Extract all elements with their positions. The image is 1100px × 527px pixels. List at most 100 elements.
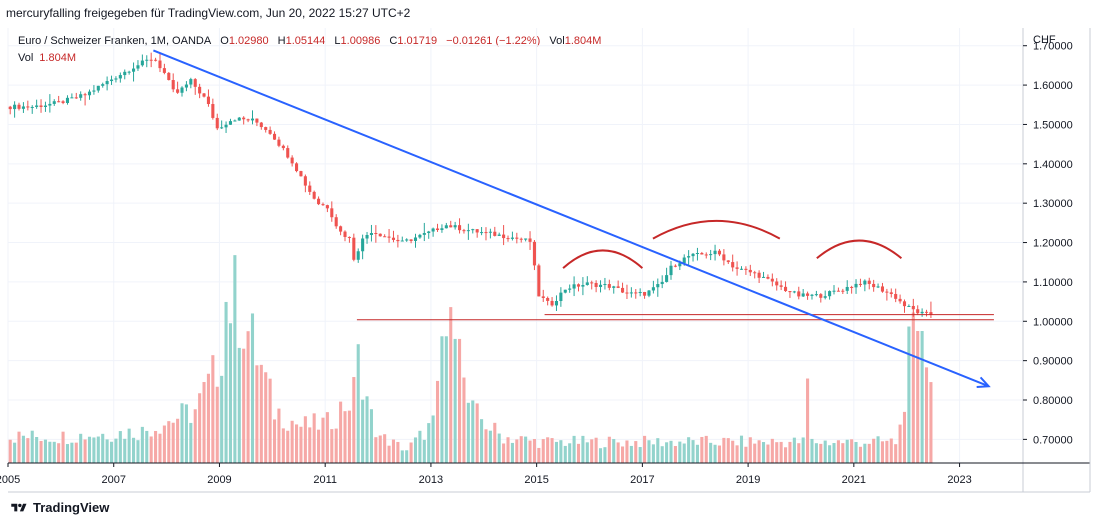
volume-bar bbox=[13, 442, 17, 463]
volume-bar bbox=[568, 443, 572, 463]
candle-body bbox=[682, 257, 686, 264]
candle-body bbox=[83, 94, 87, 96]
time-tick-label: 2015 bbox=[524, 474, 548, 486]
price-tick-label: 1.20000 bbox=[1033, 238, 1073, 250]
close-label: C bbox=[389, 35, 398, 47]
volume-bar bbox=[101, 433, 105, 463]
share-header: mercuryfalling freigegeben für TradingVi… bbox=[6, 6, 411, 20]
candle-body bbox=[79, 94, 83, 98]
volume-bar bbox=[810, 438, 814, 463]
candle-body bbox=[215, 117, 219, 129]
candle-body bbox=[532, 241, 536, 266]
candle-body bbox=[770, 278, 774, 282]
trendline bbox=[153, 49, 990, 388]
change-value: −0.01261 (−1.22%) bbox=[446, 35, 541, 47]
candle-body bbox=[726, 260, 730, 263]
volume-bar bbox=[867, 443, 871, 463]
volume-bar bbox=[17, 431, 21, 463]
volume-bar bbox=[74, 442, 78, 463]
candle-body bbox=[140, 60, 144, 66]
candle-body bbox=[872, 283, 876, 288]
candle-body bbox=[497, 234, 501, 236]
candle-body bbox=[757, 272, 761, 278]
candle-body bbox=[242, 117, 246, 120]
time-tick-label: 2019 bbox=[736, 474, 760, 486]
candle-body bbox=[92, 90, 96, 92]
volume-bar bbox=[206, 373, 210, 463]
volume-bar bbox=[339, 401, 343, 463]
candle-body bbox=[515, 237, 519, 239]
volume-bar bbox=[145, 430, 149, 463]
volume-bar bbox=[189, 422, 193, 463]
candle-body bbox=[61, 101, 65, 104]
candle-body bbox=[524, 238, 528, 240]
candle-body bbox=[788, 291, 792, 293]
volume-bar bbox=[431, 415, 435, 463]
candle-body bbox=[250, 118, 255, 121]
tradingview-footer[interactable]: TradingView bbox=[10, 500, 109, 515]
candle-body bbox=[621, 287, 625, 293]
high-value: 1.05144 bbox=[285, 35, 326, 47]
candle-body bbox=[475, 229, 479, 233]
volume-bar bbox=[572, 435, 576, 463]
volume-bar bbox=[383, 434, 387, 463]
candle-body bbox=[211, 104, 215, 118]
candle-body bbox=[277, 139, 281, 146]
time-tick-label: 2023 bbox=[947, 474, 971, 486]
volume-bar bbox=[48, 441, 52, 463]
candle-body bbox=[352, 237, 356, 260]
open-label: O bbox=[220, 35, 229, 47]
volume-bar bbox=[872, 438, 876, 463]
volume-study-label[interactable]: Vol bbox=[18, 52, 34, 64]
volume-bar bbox=[215, 386, 219, 463]
candle-body bbox=[885, 291, 889, 293]
price-axis-unit: CHF bbox=[1033, 34, 1056, 46]
candle-body bbox=[237, 117, 241, 121]
candle-body bbox=[132, 68, 136, 72]
candle-body bbox=[356, 251, 360, 260]
candle-body bbox=[779, 285, 783, 287]
candle-body bbox=[528, 238, 532, 242]
candle-body bbox=[858, 283, 862, 285]
volume-bar bbox=[343, 411, 347, 463]
candle-body bbox=[717, 250, 722, 255]
volume-bar bbox=[519, 436, 523, 463]
candle-body bbox=[563, 289, 567, 293]
volume-bar bbox=[748, 437, 752, 463]
candle-body bbox=[753, 272, 757, 274]
volume-bar bbox=[585, 442, 589, 463]
volume-bar bbox=[171, 422, 175, 463]
volume-bar bbox=[502, 443, 506, 463]
volume-bar bbox=[220, 375, 224, 463]
volume-bar bbox=[546, 437, 550, 463]
volume-bar bbox=[264, 372, 268, 463]
candle-body bbox=[361, 238, 365, 252]
volume-bar bbox=[792, 437, 796, 463]
volume-bar bbox=[563, 445, 567, 463]
volume-bar bbox=[35, 437, 39, 463]
symbol-name[interactable]: Euro / Schweizer Franken, 1M, OANDA bbox=[18, 35, 212, 47]
price-tick-label: 1.40000 bbox=[1033, 159, 1073, 171]
volume-bar bbox=[330, 429, 334, 463]
candle-body bbox=[902, 301, 907, 307]
volume-bar bbox=[281, 428, 285, 463]
volume-bar bbox=[453, 338, 457, 463]
volume-bar bbox=[660, 446, 664, 463]
candle-body bbox=[449, 225, 453, 228]
volume-bar bbox=[801, 437, 805, 463]
volume-bar bbox=[114, 438, 118, 463]
volume-bar bbox=[709, 442, 713, 463]
candle-body bbox=[784, 286, 788, 292]
candle-body bbox=[162, 68, 166, 73]
volume-bar bbox=[554, 441, 559, 463]
volume-bar bbox=[246, 331, 250, 463]
volume-bar bbox=[643, 435, 647, 463]
candle-body bbox=[594, 282, 598, 287]
candle-body bbox=[70, 97, 74, 99]
candle-body bbox=[845, 286, 849, 291]
volume-bar bbox=[295, 424, 299, 463]
candle-body bbox=[48, 103, 52, 106]
time-tick-label: 2011 bbox=[313, 474, 337, 486]
open-value: 1.02980 bbox=[228, 35, 269, 47]
